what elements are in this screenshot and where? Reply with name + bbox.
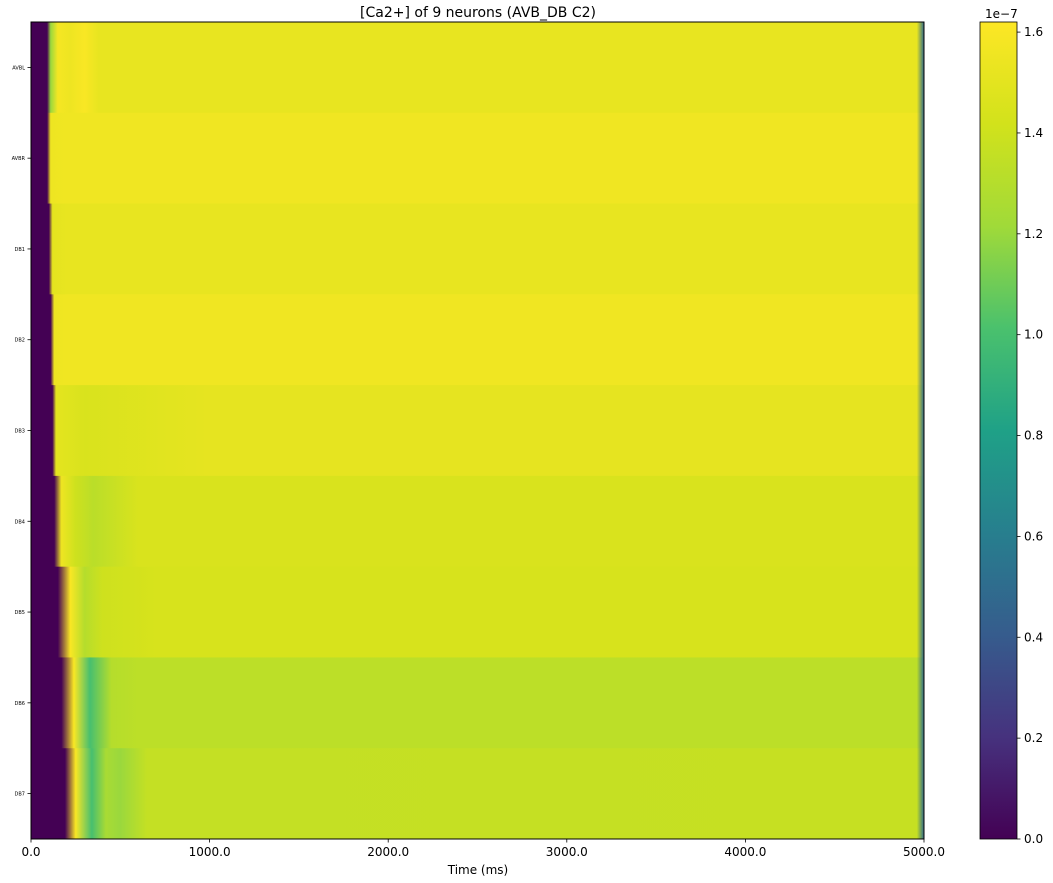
x-tick-label: 4000.0 [724, 845, 766, 859]
colorbar-tick-label: 1.4 [1024, 126, 1043, 140]
row-label: DB7 [15, 792, 25, 798]
x-axis-ticks: 0.0 1000.0 2000.0 3000.0 4000.0 5000.0 [21, 839, 945, 859]
heatmap-row [31, 203, 924, 295]
colorbar-tick-label: 1.2 [1024, 227, 1043, 241]
colorbar-tick-label: 0.2 [1024, 731, 1043, 745]
colorbar-tick-label: 0.6 [1024, 529, 1043, 543]
colorbar-offset-text: 1e−7 [985, 7, 1018, 21]
colorbar-tick-label: 1.0 [1024, 328, 1043, 342]
colorbar: 0.0 0.2 0.4 0.6 0.8 1.0 1.2 1.4 1.6 1e−7 [979, 7, 1043, 846]
row-label: DB6 [15, 701, 25, 707]
x-tick-label: 5000.0 [903, 845, 945, 859]
x-tick-label: 1000.0 [189, 845, 231, 859]
heatmap-row [31, 385, 924, 477]
heatmap-row [31, 657, 924, 749]
row-label: AVBL [12, 65, 25, 71]
x-tick-label: 0.0 [21, 845, 40, 859]
row-label: AVBR [12, 156, 26, 162]
row-label: DB1 [15, 247, 25, 253]
heatmap-row [31, 112, 924, 205]
row-label: DB4 [15, 519, 25, 525]
row-labels: AVBL AVBR DB1 DB2 DB3 DB4 DB5 DB6 DB7 [12, 65, 31, 798]
colorbar-tick-label: 0.4 [1024, 630, 1043, 644]
row-label: DB3 [15, 429, 25, 435]
x-tick-label: 2000.0 [367, 845, 409, 859]
chart-title: [Ca2+] of 9 neurons (AVB_DB C2) [360, 5, 596, 21]
row-label: DB2 [15, 338, 25, 344]
colorbar-tick-label: 0.0 [1024, 832, 1043, 846]
heatmap-row [31, 294, 924, 386]
colorbar-gradient [979, 21, 1018, 840]
heatmap-area [31, 22, 924, 840]
colorbar-tick-label: 1.6 [1024, 25, 1043, 39]
heatmap-row [31, 748, 924, 840]
colorbar-tick-label: 0.8 [1024, 429, 1043, 443]
x-tick-label: 3000.0 [546, 845, 588, 859]
heatmap-row [31, 22, 924, 114]
heatmap-row [31, 566, 924, 658]
heatmap-row [31, 475, 924, 568]
x-axis-label: Time (ms) [447, 863, 509, 877]
row-label: DB5 [15, 610, 25, 616]
